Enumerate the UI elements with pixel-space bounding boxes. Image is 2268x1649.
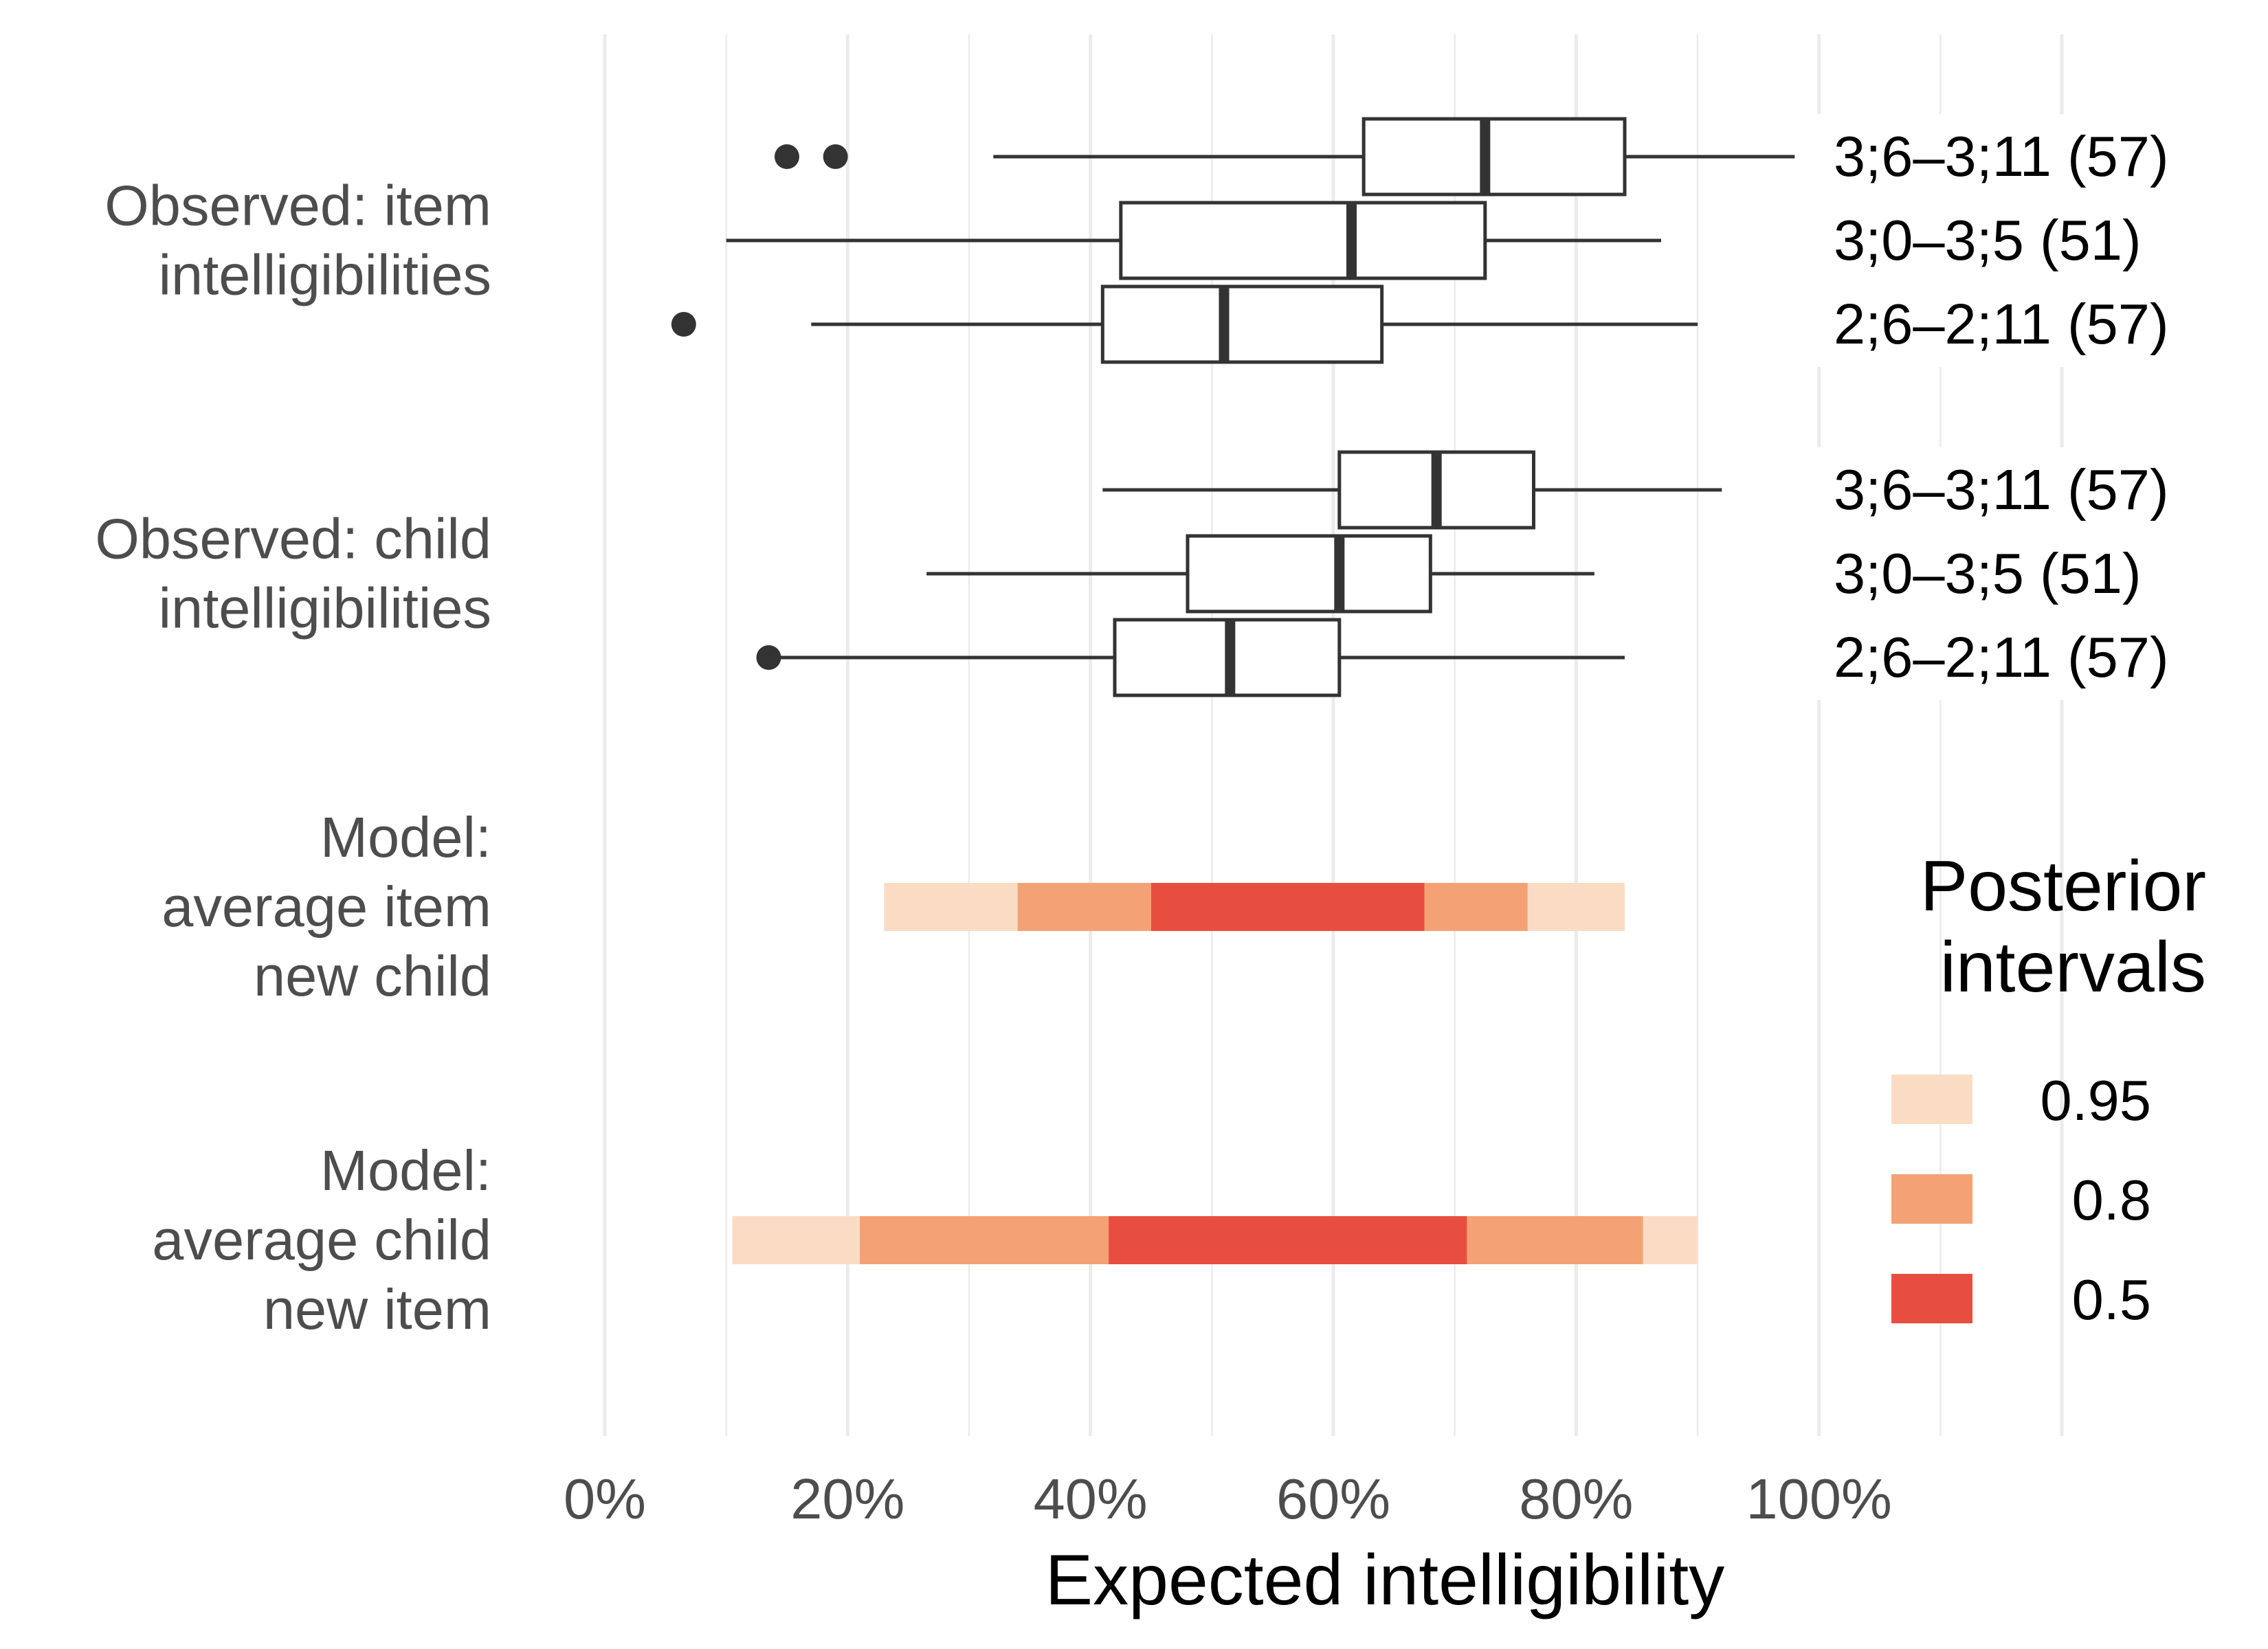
y-axis-label: average child: [152, 1208, 491, 1272]
legend-label: 0.8: [2072, 1168, 2151, 1232]
legend-swatch: [1891, 1174, 1972, 1224]
x-tick-label: 0%: [564, 1467, 646, 1531]
legend-label: 0.95: [2040, 1068, 2151, 1132]
group-label: 2;6–2;11 (57): [1834, 292, 2169, 356]
box: [1119, 201, 1487, 280]
y-axis-label: average item: [162, 875, 491, 939]
boxplot: 3;0–3;5 (51): [726, 198, 2247, 283]
y-axis-label: Model:: [320, 1138, 491, 1202]
x-axis-ticks: 0% 20% 40% 60% 80% 100%: [564, 1467, 1892, 1531]
box: [1361, 117, 1627, 197]
legend-swatch: [1891, 1075, 1972, 1124]
legend-title: intervals: [1940, 928, 2206, 1007]
group-label: 3;6–3;11 (57): [1834, 124, 2169, 188]
boxplot: 3;6–3;11 (57): [775, 114, 2247, 199]
boxplot: 3;0–3;5 (51): [926, 531, 2247, 616]
y-axis-label: intelligibilities: [159, 576, 491, 640]
group-label: 3;6–3;11 (57): [1834, 458, 2169, 521]
x-axis-title: Expected intelligibility: [1045, 1540, 1725, 1620]
group-label: 2;6–2;11 (57): [1834, 625, 2169, 689]
outlier-point: [775, 144, 799, 169]
group-label: 3;0–3;5 (51): [1834, 541, 2142, 605]
x-tick-label: 40%: [1034, 1467, 1148, 1531]
boxplot: 3;6–3;11 (57): [1102, 447, 2247, 532]
y-axis-label: Model:: [320, 805, 491, 869]
box: [1186, 534, 1432, 614]
group-label: 3;0–3;5 (51): [1834, 208, 2142, 272]
y-axis-labels: Observed: itemintelligibilitiesObserved:…: [95, 174, 491, 1342]
legend-title: Posterior: [1920, 846, 2206, 926]
group-label-background: [1814, 114, 2247, 199]
outlier-point: [671, 312, 696, 337]
y-axis-label: new item: [263, 1277, 491, 1341]
boxplot: 2;6–2;11 (57): [756, 615, 2247, 700]
group-label-background: [1814, 531, 2247, 616]
group-label-background: [1814, 615, 2247, 700]
group-label-background: [1814, 198, 2247, 283]
x-tick-label: 60%: [1276, 1467, 1390, 1531]
x-tick-label: 20%: [790, 1467, 904, 1531]
group-label-background: [1814, 447, 2247, 532]
interval-0-5: [1151, 883, 1425, 931]
y-axis-label: Observed: child: [95, 507, 491, 571]
legend-swatch: [1891, 1274, 1972, 1323]
y-axis-label: Observed: item: [104, 174, 491, 238]
boxplot: 2;6–2;11 (57): [671, 282, 2247, 367]
x-tick-label: 80%: [1519, 1467, 1633, 1531]
box: [1100, 284, 1384, 364]
interval-0-5: [1109, 1216, 1467, 1264]
y-axis-label: new child: [254, 944, 491, 1008]
y-axis-label: intelligibilities: [159, 243, 491, 307]
legend-label: 0.5: [2072, 1268, 2151, 1332]
group-label-background: [1814, 282, 2247, 367]
outlier-point: [756, 645, 781, 670]
x-tick-label: 100%: [1746, 1467, 1892, 1531]
outlier-point: [823, 144, 848, 169]
chart-marks: 3;6–3;11 (57) 3;0–3;5 (51) 2;6–2;11 (57) 3;…: [671, 114, 2247, 1264]
